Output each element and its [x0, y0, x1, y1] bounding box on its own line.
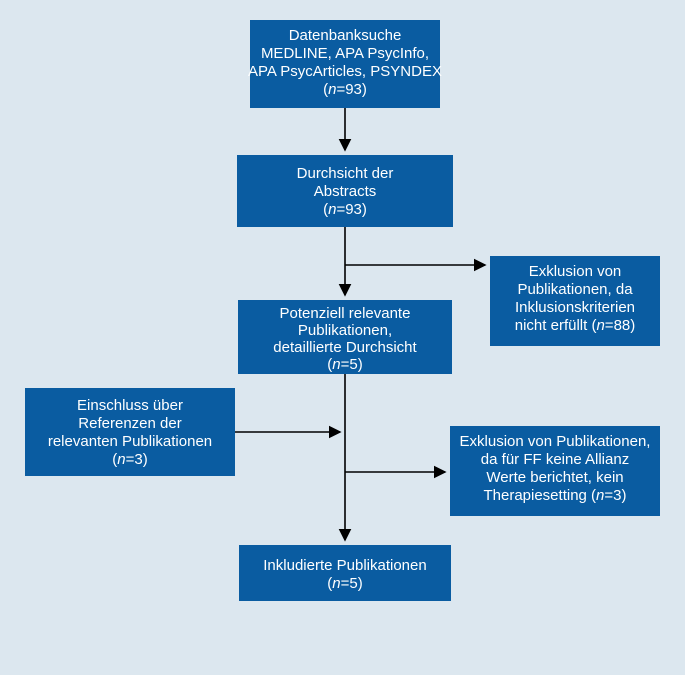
svg-text:Therapiesetting (n=3): Therapiesetting (n=3): [483, 487, 626, 504]
svg-text:Exklusion von: Exklusion von: [529, 263, 622, 280]
svg-text:MEDLINE, APA PsycInfo,: MEDLINE, APA PsycInfo,: [261, 45, 429, 62]
node-inclusion-references: Einschluss über Referenzen der relevante…: [25, 388, 235, 476]
svg-text:Publikationen, da: Publikationen, da: [517, 281, 633, 298]
svg-text:Durchsicht der: Durchsicht der: [297, 165, 394, 182]
svg-text:Werte berichtet, kein: Werte berichtet, kein: [486, 469, 623, 486]
svg-text:relevanten Publikationen: relevanten Publikationen: [48, 433, 212, 450]
svg-text:detaillierte Durchsicht: detaillierte Durchsicht: [273, 339, 417, 356]
flowchart: Datenbanksuche MEDLINE, APA PsycInfo, AP…: [0, 0, 685, 675]
svg-text:Inklusionskriterien: Inklusionskriterien: [515, 299, 635, 316]
node-exclusion-criteria: Exklusion von Publikationen, da Inklusio…: [490, 256, 660, 346]
svg-text:Exklusion von Publikationen,: Exklusion von Publikationen,: [460, 433, 651, 450]
svg-text:APA PsycArticles, PSYNDEX: APA PsycArticles, PSYNDEX: [248, 63, 442, 80]
svg-text:(n=5): (n=5): [327, 575, 362, 592]
node-database-search: Datenbanksuche MEDLINE, APA PsycInfo, AP…: [248, 20, 442, 108]
svg-text:Referenzen der: Referenzen der: [78, 415, 181, 432]
svg-text:(n=93): (n=93): [323, 81, 367, 98]
svg-text:da für FF keine Allianz: da für FF keine Allianz: [481, 451, 629, 468]
node-exclusion-ff: Exklusion von Publikationen, da für FF k…: [450, 426, 660, 516]
svg-text:Inkludierte Publikationen: Inkludierte Publikationen: [263, 557, 426, 574]
svg-text:nicht erfüllt (n=88): nicht erfüllt (n=88): [515, 317, 636, 334]
node-abstract-screening: Durchsicht der Abstracts (n=93): [237, 155, 453, 227]
svg-text:Einschluss über: Einschluss über: [77, 397, 183, 414]
node-included: Inkludierte Publikationen (n=5): [239, 545, 451, 601]
svg-text:Potenziell relevante: Potenziell relevante: [280, 305, 411, 322]
node-detailed-review: Potenziell relevante Publikationen, deta…: [238, 300, 452, 374]
svg-text:Publikationen,: Publikationen,: [298, 322, 392, 339]
svg-text:Abstracts: Abstracts: [314, 183, 377, 200]
svg-text:(n=93): (n=93): [323, 201, 367, 218]
svg-text:(n=5): (n=5): [327, 356, 362, 373]
svg-text:(n=3): (n=3): [112, 451, 147, 468]
svg-text:Datenbanksuche: Datenbanksuche: [289, 27, 402, 44]
